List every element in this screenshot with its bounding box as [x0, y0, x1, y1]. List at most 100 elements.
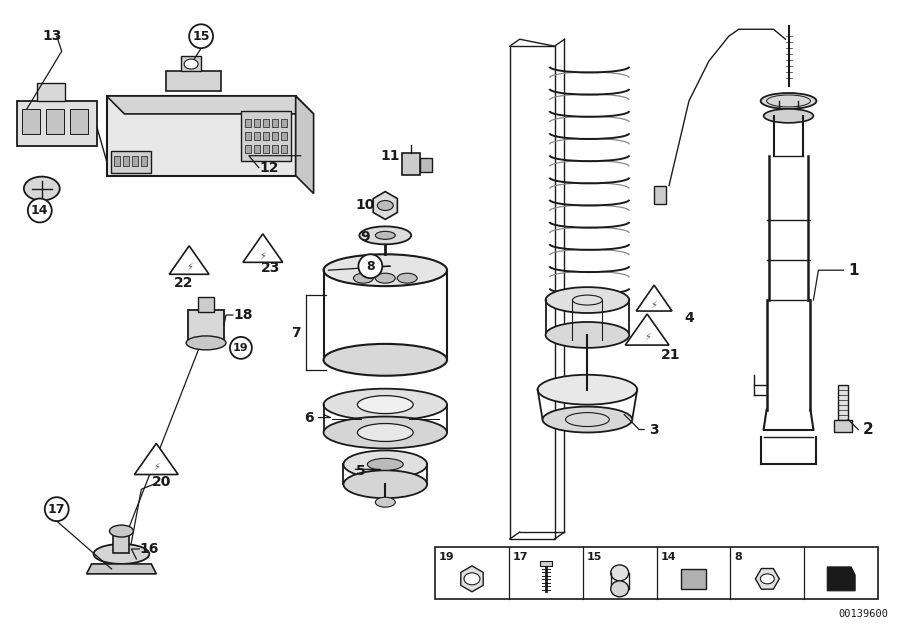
Polygon shape [680, 569, 706, 589]
Polygon shape [636, 285, 672, 311]
Bar [198, 297, 214, 312]
Bar [113, 531, 130, 553]
Polygon shape [374, 191, 398, 219]
Bar [281, 119, 287, 127]
Bar [272, 132, 278, 140]
Ellipse shape [760, 93, 816, 109]
Bar [166, 71, 221, 91]
Text: 15: 15 [587, 552, 602, 562]
Bar [254, 145, 260, 153]
Polygon shape [86, 564, 157, 574]
Bar [245, 145, 251, 153]
Bar [188, 310, 224, 340]
Text: 17: 17 [513, 552, 528, 562]
Text: 10: 10 [356, 198, 375, 212]
Text: 14: 14 [31, 204, 49, 217]
Bar [22, 109, 40, 134]
Ellipse shape [545, 322, 629, 348]
Ellipse shape [184, 59, 198, 69]
Text: 11: 11 [381, 149, 400, 163]
Text: 8: 8 [734, 552, 742, 562]
Ellipse shape [110, 525, 133, 537]
Text: 6: 6 [304, 411, 313, 425]
Circle shape [230, 337, 252, 359]
Bar [263, 119, 269, 127]
Bar [435, 547, 878, 598]
Circle shape [28, 198, 51, 223]
Text: 00139600: 00139600 [838, 609, 888, 619]
Bar [114, 156, 121, 165]
Ellipse shape [397, 273, 417, 283]
Text: 4: 4 [684, 311, 694, 325]
Bar [245, 119, 251, 127]
Polygon shape [106, 96, 313, 114]
Circle shape [189, 24, 213, 48]
Bar [402, 153, 420, 175]
Bar [420, 158, 432, 172]
Text: 14: 14 [661, 552, 676, 562]
Ellipse shape [359, 226, 411, 244]
Text: 23: 23 [261, 261, 281, 275]
Bar [254, 132, 260, 140]
Text: 19: 19 [233, 343, 248, 353]
Polygon shape [755, 569, 779, 589]
Bar [272, 119, 278, 127]
Text: 2: 2 [863, 422, 874, 437]
Text: 8: 8 [366, 259, 374, 273]
Bar [281, 132, 287, 140]
Text: ⚡: ⚡ [153, 461, 159, 471]
Polygon shape [169, 246, 209, 274]
Ellipse shape [763, 109, 814, 123]
Ellipse shape [324, 254, 447, 286]
Text: 9: 9 [361, 230, 370, 244]
Ellipse shape [611, 581, 628, 597]
Ellipse shape [537, 375, 637, 404]
Polygon shape [827, 567, 855, 591]
Ellipse shape [464, 573, 480, 585]
Text: 3: 3 [649, 422, 659, 436]
Bar [254, 119, 260, 127]
Ellipse shape [357, 424, 413, 441]
Text: ⚡: ⚡ [651, 300, 658, 310]
Text: 1: 1 [848, 263, 859, 278]
Bar [245, 132, 251, 140]
Bar [272, 145, 278, 153]
Text: 18: 18 [233, 308, 253, 322]
Ellipse shape [94, 544, 149, 564]
Text: 7: 7 [291, 326, 301, 340]
Ellipse shape [545, 287, 629, 313]
Text: ⚡: ⚡ [185, 262, 193, 272]
Bar [132, 156, 139, 165]
Polygon shape [461, 566, 483, 592]
Text: 22: 22 [174, 276, 193, 290]
Text: 15: 15 [193, 30, 210, 43]
Text: 21: 21 [662, 348, 680, 362]
Polygon shape [243, 234, 283, 262]
Polygon shape [296, 96, 313, 193]
Bar [540, 561, 552, 566]
Ellipse shape [324, 389, 447, 420]
Bar [123, 156, 130, 165]
Bar [106, 96, 296, 176]
Text: 16: 16 [140, 542, 159, 556]
Text: 12: 12 [259, 161, 278, 175]
Bar [46, 109, 64, 134]
Bar [17, 101, 96, 146]
Bar [263, 132, 269, 140]
Polygon shape [834, 420, 852, 431]
Bar [241, 111, 291, 161]
Ellipse shape [344, 450, 428, 478]
Text: 19: 19 [439, 552, 454, 562]
Text: ⚡: ⚡ [259, 251, 266, 260]
Bar [141, 156, 148, 165]
Ellipse shape [324, 417, 447, 448]
Ellipse shape [375, 232, 395, 239]
Ellipse shape [186, 336, 226, 350]
Ellipse shape [760, 574, 774, 584]
Text: 20: 20 [151, 475, 171, 489]
Bar [654, 186, 666, 204]
Text: ⚡: ⚡ [644, 332, 651, 342]
Polygon shape [134, 443, 178, 474]
Ellipse shape [357, 396, 413, 413]
Ellipse shape [324, 344, 447, 376]
